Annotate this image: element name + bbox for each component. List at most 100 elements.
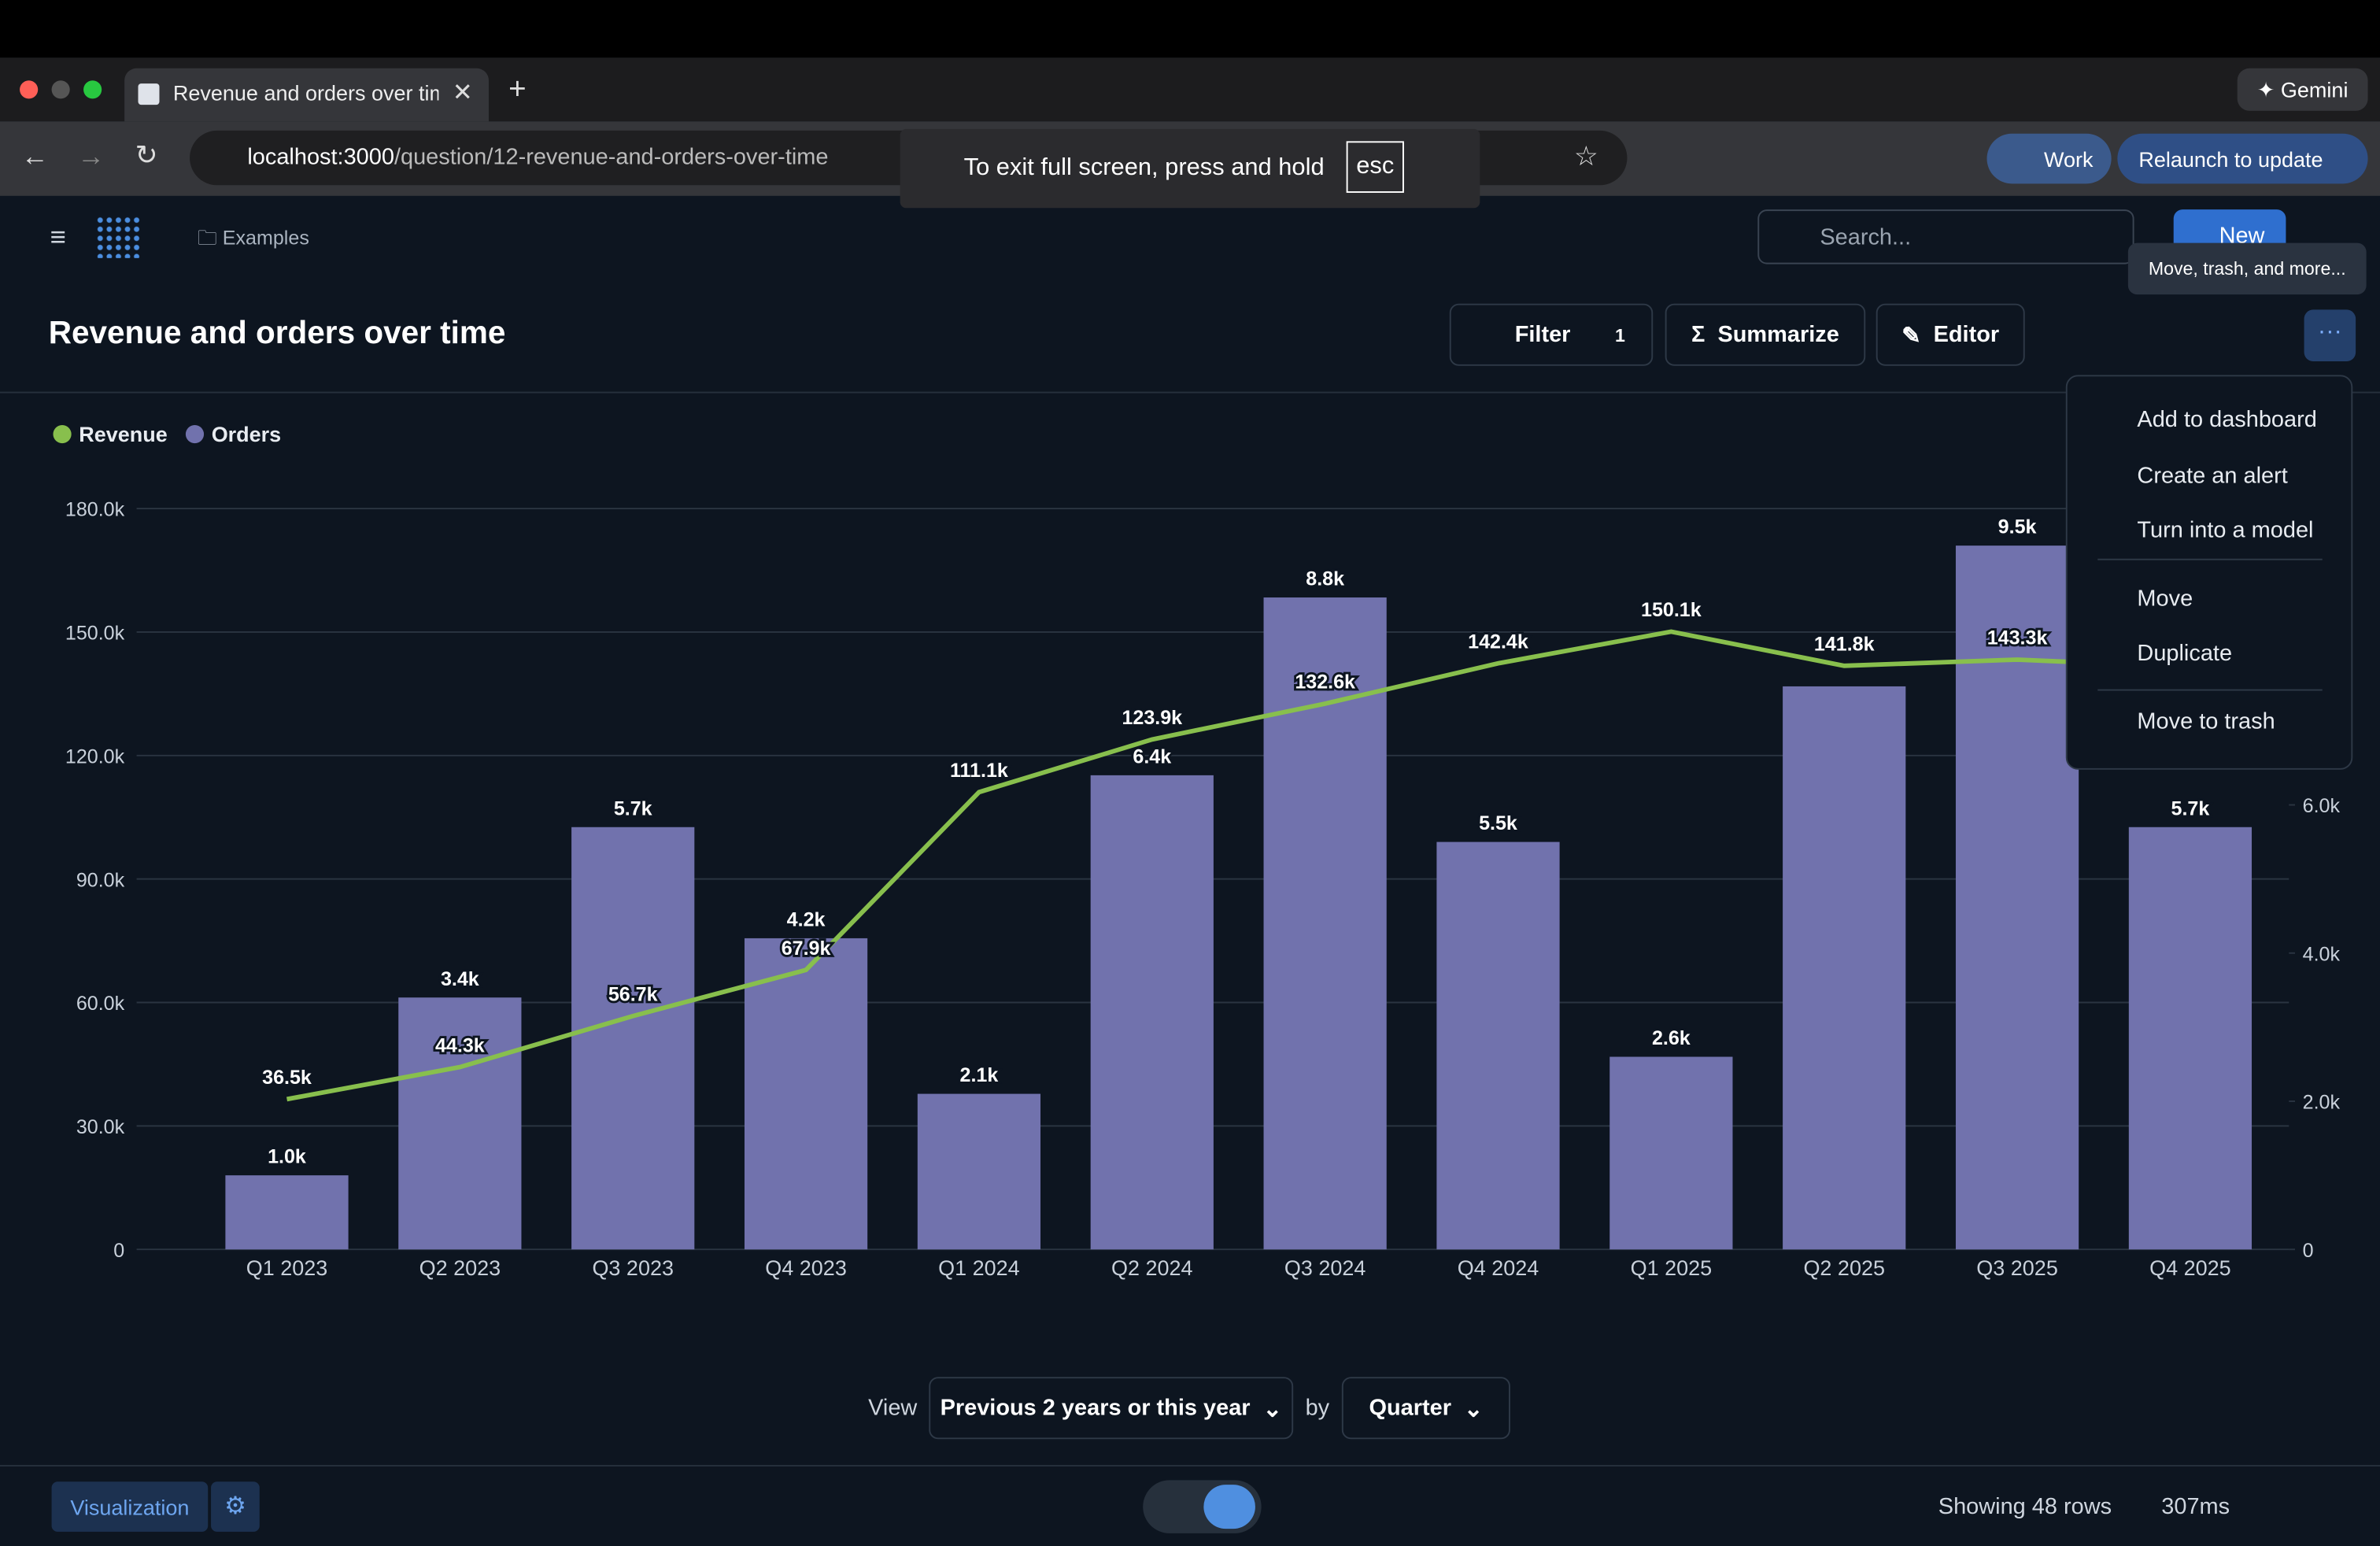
close-dot[interactable] [20, 80, 38, 98]
gemini-icon: ✦ [2257, 76, 2281, 102]
line-value-label: 67.9k [782, 938, 831, 960]
tab-title: Revenue and orders over time [173, 80, 438, 105]
menu-item[interactable]: Turn into a model [2137, 518, 2313, 544]
x-tick-label: Q3 2023 [592, 1256, 674, 1280]
query-time: 307ms [2161, 1494, 2230, 1520]
url: localhost:3000/question/12-revenue-and-o… [247, 144, 828, 170]
tooltip: Move, trash, and more... [2128, 243, 2367, 295]
more-button[interactable]: ··· [2304, 309, 2356, 361]
bookmark-star[interactable]: ☆ [1574, 141, 1598, 172]
menu-item[interactable]: Add to dashboard [2137, 407, 2316, 433]
bar-value-label: 8.8k [1306, 568, 1344, 590]
x-tick-label: Q2 2023 [419, 1256, 501, 1280]
top-bar [0, 0, 2380, 57]
y2-tick-label: 0 [2303, 1240, 2314, 1262]
favicon [138, 83, 159, 105]
y-tick-label: 30.0k [76, 1116, 125, 1138]
bar [1091, 775, 1214, 1249]
bar [745, 938, 867, 1249]
x-tick-label: Q3 2024 [1284, 1256, 1366, 1280]
reload[interactable]: ↻ [135, 139, 158, 172]
bar-value-label: 2.1k [960, 1064, 999, 1086]
bar [1609, 1057, 1732, 1250]
relaunch-button[interactable]: Relaunch to update [2117, 134, 2367, 184]
line-value-label: 132.6k [1295, 671, 1355, 693]
filter-count: 1 [1615, 324, 1625, 346]
new-tab[interactable]: + [508, 73, 527, 108]
y2-tick-label: 4.0k [2303, 943, 2341, 965]
search-box[interactable]: Search... [1757, 209, 2134, 264]
bar [1783, 686, 1905, 1249]
y-tick-label: 60.0k [76, 993, 125, 1015]
line-value-label: 150.1k [1641, 599, 1702, 621]
bar [571, 827, 694, 1249]
hamburger[interactable]: ≡ [50, 222, 66, 254]
chart-toggle[interactable] [1203, 1485, 1255, 1529]
bar-value-label: 5.7k [614, 797, 652, 819]
url-host: localhost:3000 [247, 144, 394, 170]
max-dot[interactable] [83, 80, 102, 98]
actions-menu: Add to dashboard Create an alert Turn into… [2066, 375, 2352, 769]
view-label: View [868, 1395, 917, 1421]
x-tick-label: Q1 2024 [938, 1256, 1020, 1280]
summarize-button[interactable]: Σ Summarize [1665, 304, 1866, 366]
bar-value-label: 4.2k [787, 909, 826, 931]
menu-item[interactable]: Move [2137, 586, 2193, 612]
menu-item[interactable]: Move to trash [2137, 709, 2275, 735]
bar-value-label: 2.6k [1652, 1027, 1691, 1049]
y-tick-label: 180.0k [65, 499, 125, 521]
summarize-label: Summarize [1717, 322, 1839, 348]
range-select[interactable]: Previous 2 years or this year ⌄ [929, 1377, 1293, 1439]
logo[interactable] [95, 216, 141, 258]
breadcrumb-label: Examples [223, 226, 309, 249]
x-tick-label: Q2 2024 [1111, 1256, 1193, 1280]
bar-value-label: 1.0k [268, 1146, 306, 1168]
editor-label: Editor [1934, 322, 2000, 348]
x-tick-label: Q1 2023 [246, 1256, 328, 1280]
menu-divider [2097, 559, 2322, 560]
filter-button[interactable]: Filter 1 [1450, 304, 1653, 366]
esc-key: esc [1347, 141, 1404, 193]
y2-tick-label: 2.0k [2303, 1092, 2341, 1114]
tab-close[interactable]: ✕ [453, 77, 473, 108]
unit-select[interactable]: Quarter ⌄ [1342, 1377, 1510, 1439]
bar [2129, 827, 2252, 1249]
filter-label: Filter [1515, 322, 1571, 348]
menu-item[interactable]: Duplicate [2137, 641, 2232, 667]
bar [918, 1094, 1040, 1250]
back[interactable]: ← [21, 141, 49, 172]
bar [1956, 546, 2079, 1249]
line-value-label: 142.4k [1468, 631, 1528, 653]
legend-swatch [53, 425, 71, 443]
editor-button[interactable]: ✎ Editor [1876, 304, 2025, 366]
gemini-label: Gemini [2281, 77, 2349, 102]
legend-swatch [186, 425, 204, 443]
question-title: Revenue and orders over time [49, 316, 506, 352]
gemini-button[interactable]: ✦ Gemini [2238, 68, 2368, 111]
row-count: Showing 48 rows [1938, 1494, 2112, 1520]
profile-button[interactable]: Work [1986, 134, 2111, 184]
line-value-label: 36.5k [262, 1067, 312, 1089]
unit-label: Quarter [1369, 1395, 1451, 1421]
line-value-label: 141.8k [1814, 634, 1875, 656]
forward[interactable]: → [77, 141, 105, 172]
bar-value-label: 5.5k [1479, 812, 1517, 834]
min-dot[interactable] [52, 80, 70, 98]
visualization-button[interactable]: Visualization [52, 1481, 209, 1532]
x-tick-label: Q1 2025 [1631, 1256, 1713, 1280]
bar [225, 1175, 348, 1249]
bar-value-label: 6.4k [1133, 745, 1171, 767]
tab[interactable]: Revenue and orders over time ✕ [124, 68, 489, 121]
view-toggle[interactable] [1143, 1480, 1261, 1533]
line-value-label: 44.3k [435, 1034, 485, 1056]
line-value-label: 56.7k [608, 983, 658, 1005]
line-value-label: 143.3k [1987, 627, 2048, 649]
tab-strip: Revenue and orders over time ✕ + ✦ Gemin… [0, 57, 2380, 121]
fullscreen-notice: To exit full screen, press and hold esc [900, 129, 1480, 208]
by-label: by [1306, 1395, 1330, 1421]
chart: 030.0k60.0k90.0k120.0k150.0k180.0k02.0k4… [0, 393, 2380, 1364]
menu-item[interactable]: Create an alert [2137, 463, 2287, 489]
viz-settings[interactable]: ⚙ [211, 1481, 260, 1532]
breadcrumb[interactable]: 🗀 Examples [198, 224, 309, 257]
